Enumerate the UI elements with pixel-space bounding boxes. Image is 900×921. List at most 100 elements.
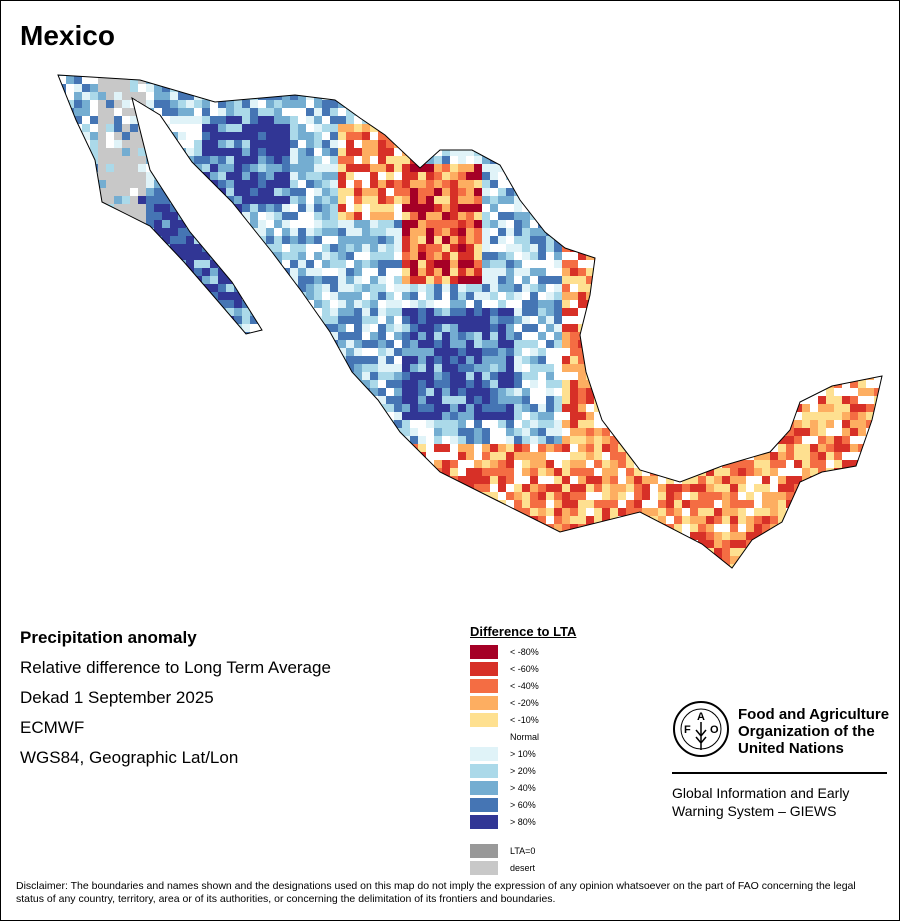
grid-cell — [842, 420, 850, 428]
grid-cell — [810, 276, 818, 284]
grid-cell — [498, 300, 506, 308]
grid-cell — [98, 124, 106, 132]
grid-cell — [274, 372, 282, 380]
grid-cell — [482, 76, 490, 84]
grid-cell — [66, 372, 74, 380]
grid-cell — [322, 124, 330, 132]
grid-cell — [602, 388, 610, 396]
grid-cell — [322, 388, 330, 396]
grid-cell — [90, 188, 98, 196]
grid-cell — [146, 380, 154, 388]
grid-cell — [82, 308, 90, 316]
grid-cell — [834, 428, 842, 436]
grid-cell — [282, 132, 290, 140]
grid-cell — [50, 300, 58, 308]
grid-cell — [170, 164, 178, 172]
grid-cell — [498, 196, 506, 204]
grid-cell — [74, 420, 82, 428]
grid-cell — [546, 404, 554, 412]
grid-cell — [274, 108, 282, 116]
grid-cell — [226, 172, 234, 180]
grid-cell — [186, 300, 194, 308]
grid-cell — [434, 260, 442, 268]
grid-cell — [442, 292, 450, 300]
grid-cell — [594, 196, 602, 204]
grid-cell — [258, 364, 266, 372]
grid-cell — [66, 196, 74, 204]
grid-cell — [698, 188, 706, 196]
grid-cell — [442, 372, 450, 380]
grid-cell — [202, 156, 210, 164]
grid-cell — [82, 340, 90, 348]
grid-cell — [770, 428, 778, 436]
grid-cell — [330, 164, 338, 172]
grid-cell — [730, 124, 738, 132]
grid-cell — [490, 220, 498, 228]
grid-cell — [706, 252, 714, 260]
grid-cell — [202, 164, 210, 172]
grid-cell — [530, 124, 538, 132]
grid-cell — [578, 92, 586, 100]
grid-cell — [314, 388, 322, 396]
grid-cell — [114, 388, 122, 396]
grid-cell — [162, 380, 170, 388]
grid-cell — [498, 148, 506, 156]
grid-cell — [370, 76, 378, 84]
grid-cell — [810, 316, 818, 324]
grid-cell — [706, 75, 714, 76]
grid-cell — [490, 396, 498, 404]
grid-cell — [626, 148, 634, 156]
grid-cell — [762, 292, 770, 300]
grid-cell — [538, 396, 546, 404]
grid-cell — [730, 420, 738, 428]
grid-cell — [882, 252, 890, 260]
grid-cell — [130, 436, 138, 444]
grid-cell — [650, 404, 658, 412]
grid-cell — [858, 284, 866, 292]
grid-cell — [770, 236, 778, 244]
grid-cell — [306, 228, 314, 236]
grid-cell — [90, 276, 98, 284]
grid-cell — [418, 428, 426, 436]
grid-cell — [610, 75, 618, 76]
grid-cell — [370, 220, 378, 228]
grid-cell — [370, 316, 378, 324]
grid-cell — [530, 388, 538, 396]
grid-cell — [346, 252, 354, 260]
grid-cell — [810, 412, 818, 420]
grid-cell — [874, 364, 882, 372]
grid-cell — [282, 316, 290, 324]
grid-cell — [610, 108, 618, 116]
grid-cell — [818, 164, 826, 172]
grid-cell — [618, 108, 626, 116]
grid-cell — [234, 228, 242, 236]
grid-cell — [490, 76, 498, 84]
grid-cell — [650, 188, 658, 196]
grid-cell — [186, 148, 194, 156]
grid-cell — [50, 108, 58, 116]
grid-cell — [274, 220, 282, 228]
grid-cell — [842, 204, 850, 212]
grid-cell — [682, 356, 690, 364]
grid-cell — [674, 220, 682, 228]
grid-cell — [234, 124, 242, 132]
grid-cell — [58, 412, 66, 420]
grid-cell — [450, 92, 458, 100]
grid-cell — [642, 260, 650, 268]
grid-cell — [410, 75, 418, 76]
grid-cell — [250, 124, 258, 132]
grid-cell — [98, 356, 106, 364]
grid-cell — [290, 308, 298, 316]
grid-cell — [426, 260, 434, 268]
grid-cell — [594, 108, 602, 116]
grid-cell — [202, 412, 210, 420]
grid-cell — [218, 228, 226, 236]
grid-cell — [482, 140, 490, 148]
grid-cell — [90, 380, 98, 388]
grid-cell — [354, 428, 362, 436]
grid-cell — [522, 300, 530, 308]
grid-cell — [410, 412, 418, 420]
grid-cell — [674, 260, 682, 268]
grid-cell — [594, 124, 602, 132]
grid-cell — [426, 156, 434, 164]
